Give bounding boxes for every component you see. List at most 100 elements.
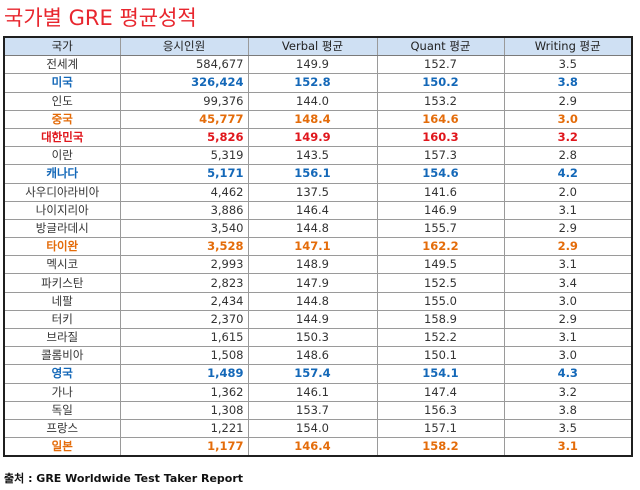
takers-cell: 3,540: [119, 218, 249, 239]
takers-cell: 1,615: [119, 327, 249, 348]
takers-cell: 1,362: [119, 382, 249, 402]
verbal-cell: 148.6: [247, 346, 378, 366]
quant-cell: 157.1: [376, 418, 505, 439]
verbal-cell: 152.8: [247, 73, 378, 93]
quant-cell: 155.0: [376, 291, 505, 311]
writing-cell: 4.3: [503, 364, 633, 384]
quant-cell: 155.7: [376, 218, 505, 239]
header-quant: Quant 평균: [376, 36, 505, 57]
takers-cell: 2,993: [119, 255, 249, 275]
table-row: 프랑스 1,221 154.0 157.1 3.5: [3, 418, 633, 439]
writing-cell: 3.0: [503, 346, 633, 366]
takers-cell: 2,370: [119, 309, 249, 330]
takers-cell: 99,376: [119, 91, 249, 111]
verbal-cell: 144.8: [247, 291, 378, 311]
writing-cell: 3.8: [503, 73, 633, 93]
country-cell: 나이지리아: [3, 200, 121, 220]
table-row: 미국 326,424 152.8 150.2 3.8: [3, 73, 633, 93]
quant-cell: 154.1: [376, 364, 505, 384]
verbal-cell: 144.8: [247, 218, 378, 239]
writing-cell: 3.0: [503, 291, 633, 311]
takers-cell: 1,221: [119, 418, 249, 439]
table-row: 중국 45,777 148.4 164.6 3.0: [3, 109, 633, 129]
writing-cell: 3.1: [503, 255, 633, 275]
table-body: 전세계 584,677 149.9 152.7 3.5 미국 326,424 152.8 150…: [3, 55, 633, 457]
quant-cell: 164.6: [376, 109, 505, 129]
table-row: 방글라데시 3,540 144.8 155.7 2.9: [3, 218, 633, 239]
writing-cell: 2.9: [503, 91, 633, 111]
takers-cell: 1,489: [119, 364, 249, 384]
quant-cell: 150.1: [376, 346, 505, 366]
table-row: 독일 1,308 153.7 156.3 3.8: [3, 400, 633, 420]
table-row: 파키스탄 2,823 147.9 152.5 3.4: [3, 273, 633, 293]
quant-cell: 147.4: [376, 382, 505, 402]
quant-cell: 160.3: [376, 127, 505, 148]
writing-cell: 3.0: [503, 109, 633, 129]
country-cell: 이란: [3, 146, 121, 166]
country-cell: 멕시코: [3, 255, 121, 275]
verbal-cell: 154.0: [247, 418, 378, 439]
verbal-cell: 148.4: [247, 109, 378, 129]
quant-cell: 158.9: [376, 309, 505, 330]
country-cell: 중국: [3, 109, 121, 129]
country-cell: 인도: [3, 91, 121, 111]
header-writing: Writing 평균: [503, 36, 633, 57]
header-verbal: Verbal 평균: [247, 36, 378, 57]
takers-cell: 4,462: [119, 182, 249, 202]
country-cell: 프랑스: [3, 418, 121, 439]
writing-cell: 2.9: [503, 218, 633, 239]
verbal-cell: 146.4: [247, 437, 378, 457]
writing-cell: 3.8: [503, 400, 633, 420]
table-row: 인도 99,376 144.0 153.2 2.9: [3, 91, 633, 111]
quant-cell: 153.2: [376, 91, 505, 111]
table-row: 타이완 3,528 147.1 162.2 2.9: [3, 237, 633, 257]
country-cell: 가나: [3, 382, 121, 402]
table-row: 일본 1,177 146.4 158.2 3.1: [3, 437, 633, 457]
writing-cell: 3.5: [503, 55, 633, 75]
verbal-cell: 144.9: [247, 309, 378, 330]
table-row: 콜롬비아 1,508 148.6 150.1 3.0: [3, 346, 633, 366]
country-cell: 브라질: [3, 327, 121, 348]
country-cell: 방글라데시: [3, 218, 121, 239]
quant-cell: 157.3: [376, 146, 505, 166]
writing-cell: 2.0: [503, 182, 633, 202]
country-cell: 독일: [3, 400, 121, 420]
quant-cell: 141.6: [376, 182, 505, 202]
writing-cell: 3.2: [503, 382, 633, 402]
quant-cell: 150.2: [376, 73, 505, 93]
country-cell: 터키: [3, 309, 121, 330]
verbal-cell: 149.9: [247, 55, 378, 75]
table-row: 사우디아라비아 4,462 137.5 141.6 2.0: [3, 182, 633, 202]
takers-cell: 2,823: [119, 273, 249, 293]
verbal-cell: 153.7: [247, 400, 378, 420]
takers-cell: 326,424: [119, 73, 249, 93]
takers-cell: 1,308: [119, 400, 249, 420]
verbal-cell: 137.5: [247, 182, 378, 202]
table-row: 캐나다 5,171 156.1 154.6 4.2: [3, 164, 633, 184]
table-row: 멕시코 2,993 148.9 149.5 3.1: [3, 255, 633, 275]
table-header-row: 국가 응시인원 Verbal 평균 Quant 평균 Writing 평균: [3, 36, 633, 57]
header-country: 국가: [3, 36, 121, 57]
quant-cell: 152.2: [376, 327, 505, 348]
table-row: 영국 1,489 157.4 154.1 4.3: [3, 364, 633, 384]
writing-cell: 3.1: [503, 200, 633, 220]
page-title: 국가별 GRE 평균성적: [4, 6, 197, 30]
takers-cell: 1,177: [119, 437, 249, 457]
writing-cell: 3.2: [503, 127, 633, 148]
quant-cell: 152.5: [376, 273, 505, 293]
country-cell: 미국: [3, 73, 121, 93]
writing-cell: 2.9: [503, 237, 633, 257]
table-row: 대한민국 5,826 149.9 160.3 3.2: [3, 127, 633, 148]
quant-cell: 162.2: [376, 237, 505, 257]
country-cell: 일본: [3, 437, 121, 457]
writing-cell: 3.1: [503, 437, 633, 457]
source-note: 출처 : GRE Worldwide Test Taker Report: [4, 472, 244, 485]
country-cell: 영국: [3, 364, 121, 384]
verbal-cell: 146.1: [247, 382, 378, 402]
country-cell: 타이완: [3, 237, 121, 257]
gre-score-table: 국가 응시인원 Verbal 평균 Quant 평균 Writing 평균 전세…: [3, 36, 633, 458]
quant-cell: 156.3: [376, 400, 505, 420]
table-row: 이란 5,319 143.5 157.3 2.8: [3, 146, 633, 166]
writing-cell: 3.4: [503, 273, 633, 293]
verbal-cell: 147.9: [247, 273, 378, 293]
